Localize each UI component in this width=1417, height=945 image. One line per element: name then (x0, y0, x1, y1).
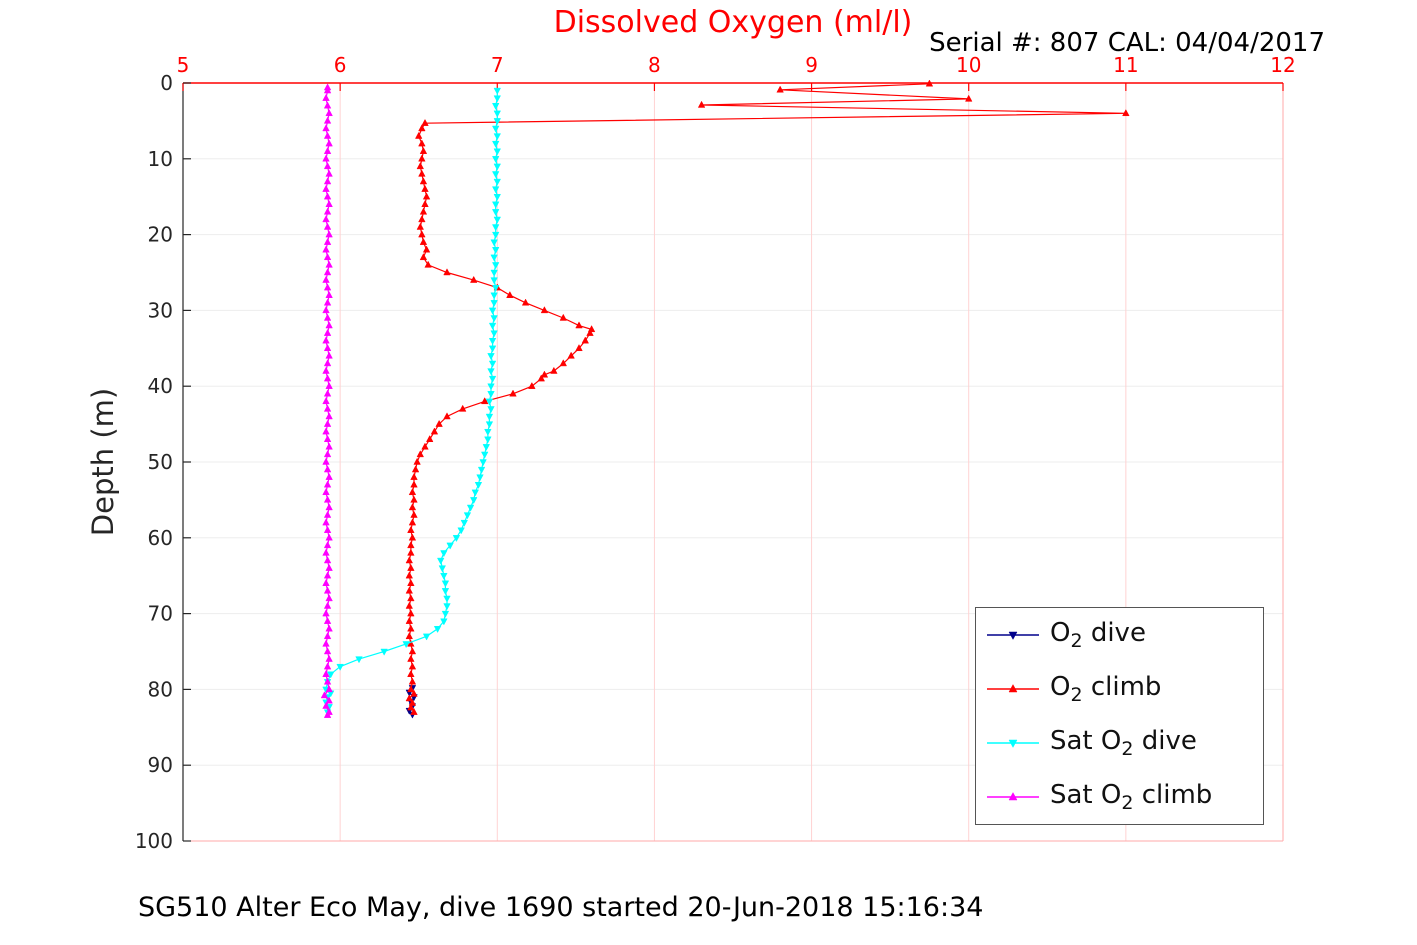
sat-o2-climb-line-swatch (987, 792, 1039, 801)
svg-text:50: 50 (148, 450, 173, 474)
legend-label-o2-climb: O2 climb (1050, 671, 1162, 707)
svg-text:70: 70 (148, 602, 173, 626)
o2-climb-line-swatch (987, 684, 1039, 693)
legend-item-o2-climb: O2 climb (976, 672, 1263, 706)
dive-caption: SG510 Alter Eco May, dive 1690 started 2… (138, 892, 984, 923)
svg-text:5: 5 (177, 53, 190, 77)
svg-text:90: 90 (148, 753, 173, 777)
svg-text:0: 0 (160, 71, 173, 95)
legend-item-sat-o2-climb: Sat O2 climb (976, 780, 1263, 814)
svg-text:80: 80 (148, 677, 173, 701)
svg-text:8: 8 (648, 53, 661, 77)
legend-item-o2-dive: O2 dive (976, 618, 1263, 652)
svg-text:6: 6 (334, 53, 347, 77)
svg-text:20: 20 (148, 223, 173, 247)
chart-title: Dissolved Oxygen (ml/l) (553, 5, 913, 40)
svg-text:40: 40 (148, 374, 173, 398)
legend-label-sat-o2-dive: Sat O2 dive (1050, 725, 1197, 761)
sat-o2-dive-line-swatch (987, 739, 1039, 748)
svg-text:60: 60 (148, 526, 173, 550)
serial-cal-annotation: Serial #: 807 CAL: 04/04/2017 (929, 28, 1325, 58)
o2-dive-line-swatch (987, 631, 1039, 640)
series-o2-climb (405, 79, 1130, 715)
legend-label-o2-dive: O2 dive (1050, 617, 1146, 653)
legend-item-sat-o2-dive: Sat O2 dive (976, 726, 1263, 760)
chart-legend: O2 dive O2 climb Sat O2 dive Sat O2 clim… (975, 607, 1264, 825)
svg-text:30: 30 (148, 298, 173, 322)
svg-text:11: 11 (1113, 53, 1138, 77)
svg-text:10: 10 (956, 53, 981, 77)
legend-label-sat-o2-climb: Sat O2 climb (1050, 779, 1213, 815)
svg-text:10: 10 (148, 147, 173, 171)
svg-text:9: 9 (805, 53, 818, 77)
series-sat-o2-climb (320, 83, 333, 718)
svg-text:7: 7 (491, 53, 504, 77)
y-axis-label: Depth (m) (86, 387, 120, 537)
svg-text:100: 100 (135, 829, 173, 853)
svg-text:12: 12 (1270, 53, 1295, 77)
